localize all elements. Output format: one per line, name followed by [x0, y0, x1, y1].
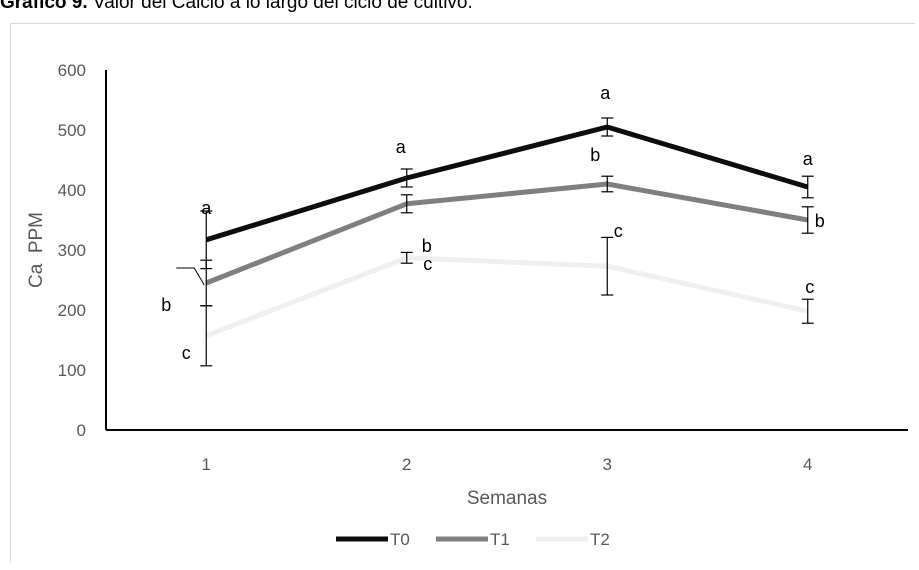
significance-letter-t1: b [590, 145, 600, 165]
y-tick-label: 300 [58, 241, 86, 260]
significance-letter-t0: a [600, 83, 611, 103]
significance-letter-t0: a [396, 137, 407, 157]
error-bar-t1 [601, 175, 614, 193]
legend: T0 T1 T2 [336, 530, 610, 549]
x-tick-label: 2 [402, 455, 411, 474]
legend-item-t1: T1 [436, 530, 510, 549]
legend-item-t2: T2 [536, 530, 610, 549]
significance-letter-t2: c [805, 277, 814, 297]
y-tick-label: 600 [58, 61, 86, 80]
x-axis-ticks: 1 2 3 4 [202, 455, 813, 474]
series-layer [200, 117, 814, 367]
error-bar-t2 [200, 305, 213, 367]
y-axis-title: Ca PPM [26, 212, 47, 288]
y-tick-label: 0 [77, 421, 86, 440]
error-bar-t0 [601, 117, 614, 137]
legend-label: T1 [490, 530, 510, 549]
significance-letter-t2: c [614, 221, 623, 241]
y-axis-ticks: 0 100 200 300 400 500 600 [58, 61, 86, 440]
error-bar-t0 [400, 168, 413, 188]
error-bar-t0 [801, 175, 814, 199]
significance-letter-t0: a [803, 149, 814, 169]
error-bar-t2 [801, 298, 814, 324]
significance-letter-t2: c [423, 254, 432, 274]
legend-label: T0 [390, 530, 410, 549]
y-tick-label: 500 [58, 121, 86, 140]
y-tick-label: 200 [58, 301, 86, 320]
significance-letter-t0: a [201, 198, 212, 218]
y-tick-label: 100 [58, 361, 86, 380]
significance-letter-t2: c [182, 343, 191, 363]
error-bar-t1 [400, 194, 413, 214]
x-tick-label: 4 [803, 455, 812, 474]
error-bar-t2 [400, 251, 413, 264]
error-bar-t1 [801, 206, 814, 234]
error-bar-t2 [601, 236, 614, 296]
chart-frame [10, 23, 915, 563]
figure-caption-text: Valor del Calcio a lo largo del ciclo de… [87, 0, 473, 13]
x-tick-label: 3 [603, 455, 612, 474]
significance-letter-t1: b [161, 295, 171, 315]
significance-letter-t1: b [422, 236, 432, 256]
significance-letter-t1: b [815, 211, 825, 231]
figure-caption-label: Gráfico 9. [0, 0, 88, 13]
series-line-t1 [205, 181, 809, 286]
y-tick-label: 400 [58, 181, 86, 200]
x-tick-label: 1 [202, 455, 211, 474]
legend-item-t0: T0 [336, 530, 410, 549]
legend-label: T2 [590, 530, 610, 549]
x-axis-title: Semanas [467, 488, 547, 509]
series-line-t0 [205, 124, 809, 243]
series-line-t2 [205, 255, 809, 339]
figure-caption: Gráfico 9. Valor del Calcio a lo largo d… [0, 0, 473, 14]
significance-leader-line [176, 267, 205, 286]
